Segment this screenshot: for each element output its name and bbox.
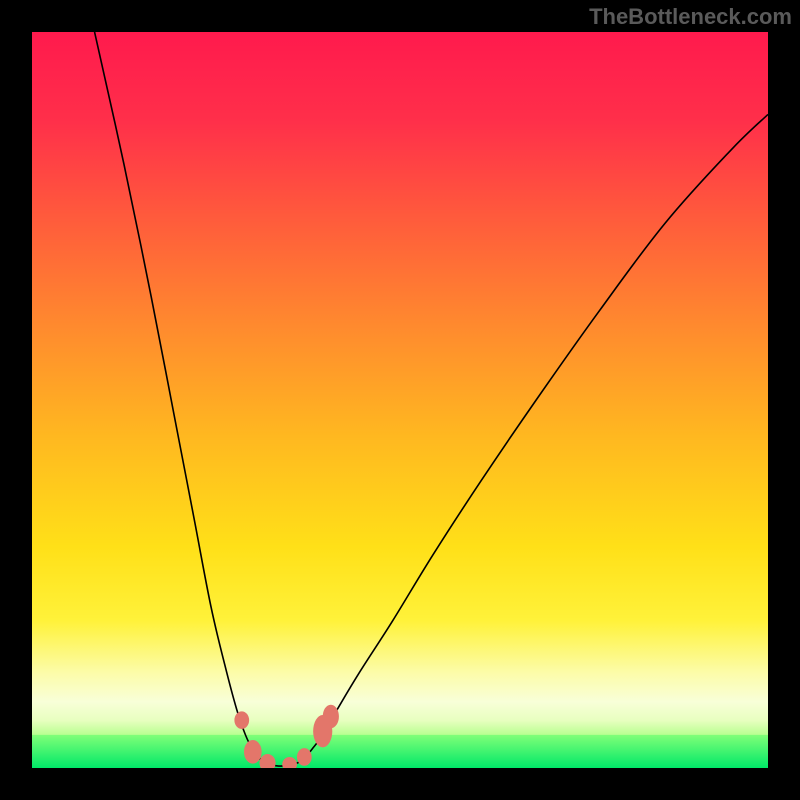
data-marker — [234, 711, 249, 729]
plot-area — [32, 32, 768, 768]
data-marker — [282, 757, 297, 768]
data-marker — [323, 705, 339, 729]
curves-layer — [32, 32, 768, 768]
markers-group — [234, 705, 339, 768]
chart-container: TheBottleneck.com — [0, 0, 800, 800]
curve-right — [303, 114, 768, 760]
data-marker — [244, 740, 262, 764]
curve-left — [95, 32, 262, 761]
data-marker — [259, 754, 275, 768]
watermark-text: TheBottleneck.com — [589, 4, 792, 30]
data-marker — [297, 748, 312, 766]
